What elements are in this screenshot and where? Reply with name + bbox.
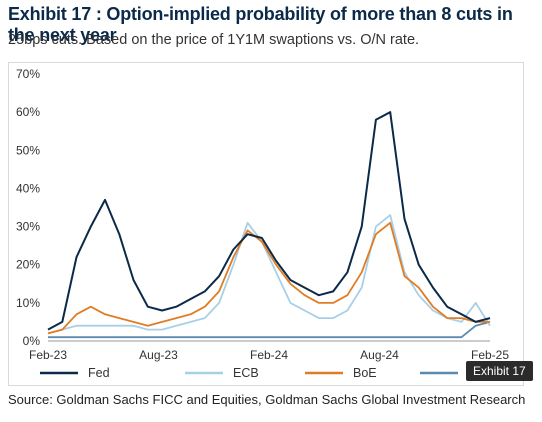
legend-label-ecb: ECB — [233, 366, 259, 380]
y-tick-label: 30% — [16, 220, 40, 234]
legend-label-boe: BoE — [353, 366, 377, 380]
series-line-ecb — [47, 214, 491, 335]
series-line-boj — [48, 321, 491, 339]
x-tick-label: Aug-23 — [139, 348, 178, 362]
y-tick-label: 40% — [16, 181, 40, 195]
series-line-boe — [47, 221, 490, 335]
x-tick-label: Feb-24 — [250, 348, 288, 362]
y-tick-label: 10% — [16, 296, 40, 310]
y-tick-label: 0% — [23, 334, 41, 348]
y-tick-label: 50% — [16, 143, 40, 157]
x-tick-label: Feb-25 — [471, 348, 509, 362]
x-tick-label: Feb-23 — [29, 348, 67, 362]
y-tick-label: 20% — [16, 258, 40, 272]
chart-title: Exhibit 17 : Option-implied probability … — [8, 4, 513, 45]
chart-subtitle: 25bps cuts. Based on the price of 1Y1M s… — [8, 32, 420, 48]
series-line-fed — [47, 111, 491, 331]
exhibit-tooltip: Exhibit 17 — [466, 361, 533, 381]
source-note: Source: Goldman Sachs FICC and Equities,… — [8, 392, 526, 407]
x-tick-label: Aug-24 — [360, 348, 399, 362]
y-tick-label: 70% — [16, 67, 40, 81]
legend-label-fed: Fed — [88, 366, 110, 380]
y-tick-label: 60% — [16, 105, 40, 119]
chart-frame — [8, 62, 524, 386]
